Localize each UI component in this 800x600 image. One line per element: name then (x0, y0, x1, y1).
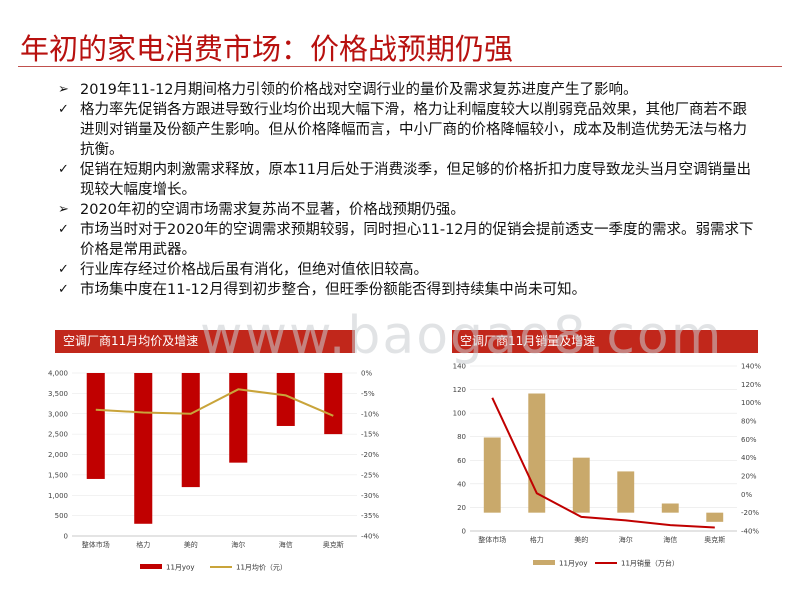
y-left-tick-label: 0 (462, 528, 466, 536)
bullet-text: 行业库存经过价格战后虽有消化，但绝对值依旧较高。 (80, 262, 428, 278)
bullet-marker: ✓ (58, 282, 69, 297)
y-left-tick-label: 2,500 (48, 431, 68, 439)
y-right-tick-label: 100% (741, 399, 761, 407)
bullet-marker: ➢ (58, 82, 69, 97)
legend-label: 11月yoy (559, 560, 587, 568)
y-right-tick-label: 0% (741, 491, 752, 499)
y-right-tick-label: 140% (741, 363, 761, 371)
x-tick-label: 整体市场 (478, 535, 506, 544)
x-tick-label: 海信 (663, 535, 677, 544)
bar (229, 373, 248, 463)
y-right-tick-label: 0% (361, 370, 372, 378)
y-right-tick-label: -35% (361, 512, 379, 520)
y-right-tick-label: -10% (361, 410, 379, 418)
bullet-item: ➢ 2019年11-12月期间格力引领的价格战对空调行业的量价及需求复苏进度产生了… (58, 80, 758, 100)
bullet-item: ✓ 促销在短期内刺激需求释放，原本11月后处于消费淡季，但足够的价格折扣力度导致龙… (58, 160, 758, 200)
y-left-tick-label: 2,000 (48, 451, 68, 459)
y-right-tick-label: 20% (741, 473, 757, 481)
y-right-tick-label: -15% (361, 431, 379, 439)
x-tick-label: 海尔 (619, 535, 633, 544)
y-right-tick-label: 40% (741, 454, 757, 462)
bullet-text: 市场集中度在11-12月得到初步整合，但旺季份额能否得到持续集中尚未可知。 (80, 282, 587, 298)
bar (572, 457, 590, 513)
bullet-text: 促销在短期内刺激需求释放，原本11月后处于消费淡季，但足够的价格折扣力度导致龙头… (80, 162, 751, 198)
bar (86, 373, 105, 479)
y-right-tick-label: 120% (741, 381, 761, 389)
y-left-tick-label: 80 (457, 433, 466, 441)
bar (181, 373, 200, 488)
bullet-text: 2019年11-12月期间格力引领的价格战对空调行业的量价及需求复苏进度产生了影… (80, 82, 638, 98)
bar (661, 503, 679, 513)
series-line (491, 397, 715, 529)
x-tick-label: 奥克斯 (323, 540, 344, 549)
legend-label: 11月均价（元） (236, 563, 287, 572)
y-left-tick-label: 3,000 (48, 410, 68, 418)
bar (276, 373, 295, 426)
y-right-tick-label: -40% (361, 533, 379, 541)
bar (706, 512, 724, 522)
y-left-tick-label: 140 (453, 363, 466, 371)
y-left-tick-label: 20 (457, 504, 466, 512)
y-left-tick-label: 4,000 (48, 370, 68, 378)
bullet-text: 格力率先促销各方跟进导致行业均价出现大幅下滑，格力让利幅度较大以削弱竞品效果，其… (80, 102, 747, 158)
legend-swatch-bar (533, 560, 555, 565)
chart-title-volume: 空调厂商11月销量及增速 (452, 330, 758, 352)
watermark: www.baogao8.com (200, 306, 724, 366)
y-left-tick-label: 60 (457, 457, 466, 465)
y-left-tick-label: 40 (457, 480, 466, 488)
x-tick-label: 奥克斯 (704, 535, 725, 544)
y-left-tick-label: 100 (453, 410, 466, 418)
bullet-marker: ✓ (58, 262, 69, 277)
x-tick-label: 海尔 (231, 540, 245, 549)
bullet-list: ➢ 2019年11-12月期间格力引领的价格战对空调行业的量价及需求复苏进度产生了… (58, 80, 758, 300)
bullet-item: ✓ 市场当时对于2020年的空调需求预期较弱，同时担心11-12月的促销会提前透支… (58, 220, 758, 260)
legend-swatch-bar (140, 564, 162, 569)
chart-title-price: 空调厂商11月均价及增速 (55, 330, 355, 352)
y-left-tick-label: 1,500 (48, 471, 68, 479)
bar (324, 373, 343, 435)
bullet-marker: ➢ (58, 202, 69, 217)
bullet-item: ✓ 行业库存经过价格战后虽有消化，但绝对值依旧较高。 (58, 260, 758, 280)
bullet-item: ➢ 2020年初的空调市场需求复苏尚不显著，价格战预期仍强。 (58, 200, 758, 220)
bullet-text: 市场当时对于2020年的空调需求预期较弱，同时担心11-12月的促销会提前透支一… (80, 222, 754, 258)
bar (483, 437, 501, 513)
y-left-tick-label: 3,500 (48, 390, 68, 398)
y-right-tick-label: 60% (741, 436, 757, 444)
x-tick-label: 海信 (279, 540, 293, 549)
y-right-tick-label: -25% (361, 471, 379, 479)
x-tick-label: 美的 (574, 535, 588, 544)
y-right-tick-label: -20% (741, 509, 759, 517)
chart-title-rule (452, 352, 758, 353)
y-right-tick-label: 80% (741, 418, 757, 426)
y-left-tick-label: 1,000 (48, 492, 68, 500)
bar (528, 393, 546, 513)
series-line (95, 388, 334, 417)
y-right-tick-label: -40% (741, 528, 759, 536)
y-right-tick-label: -30% (361, 492, 379, 500)
bullet-text: 2020年初的空调市场需求复苏尚不显著，价格战预期仍强。 (80, 202, 465, 218)
legend-label: 11月销量（万台） (621, 559, 679, 568)
x-tick-label: 格力 (136, 540, 150, 549)
slide-title: 年初的家电消费市场：价格战预期仍强 (20, 32, 514, 66)
x-tick-label: 格力 (530, 535, 544, 544)
legend-label: 11月yoy (166, 564, 194, 572)
bullet-item: ✓ 格力率先促销各方跟进导致行业均价出现大幅下滑，格力让利幅度较大以削弱竞品效果，… (58, 100, 758, 160)
x-tick-label: 整体市场 (82, 540, 110, 549)
x-tick-label: 美的 (184, 540, 198, 549)
bullet-marker: ✓ (58, 162, 69, 177)
bullet-marker: ✓ (58, 222, 69, 237)
y-left-tick-label: 0 (64, 533, 68, 541)
y-left-tick-label: 500 (55, 512, 68, 520)
chart-title-rule (55, 352, 355, 353)
y-right-tick-label: -20% (361, 451, 379, 459)
y-left-tick-label: 120 (453, 386, 466, 394)
y-right-tick-label: -5% (361, 390, 375, 398)
bar (617, 471, 635, 513)
bar (134, 373, 153, 524)
bullet-marker: ✓ (58, 102, 69, 117)
title-divider (18, 66, 782, 67)
bullet-item: ✓ 市场集中度在11-12月得到初步整合，但旺季份额能否得到持续集中尚未可知。 (58, 280, 758, 300)
